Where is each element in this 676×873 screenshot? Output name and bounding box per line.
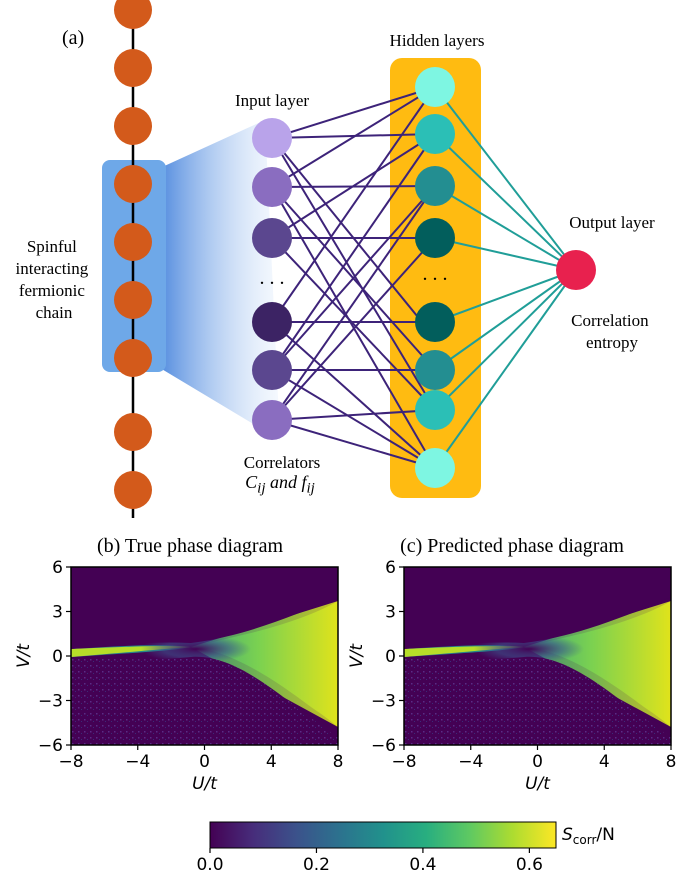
hidden-node — [415, 302, 455, 342]
x-tick-label: 8 — [333, 752, 344, 772]
y-tick-label: −6 — [371, 736, 396, 756]
chain-label-line: interacting — [16, 259, 89, 278]
panel-b-heatmap — [71, 567, 338, 745]
input-layer-label: Input layer — [235, 91, 309, 110]
chain-to-input-funnel — [160, 120, 280, 440]
chain-site — [114, 0, 152, 29]
chain-label-line: Spinful — [27, 237, 77, 256]
hidden-ellipsis: . . . — [423, 263, 448, 285]
colorbar-tick-label: 0.2 — [303, 855, 330, 873]
y-tick-label: 3 — [52, 603, 63, 623]
input-node — [252, 350, 292, 390]
colorbar: 0.0 0.2 0.4 0.6 Scorr/N — [196, 821, 615, 873]
y-tick-label: 3 — [385, 603, 396, 623]
panel-c: (c) Predicted phase diagram −8 −4 0 4 8 −6 −3 0… — [347, 535, 676, 794]
chain-site — [114, 339, 152, 377]
panel-c-axes: −8 −4 0 4 8 −6 −3 0 3 6 U/t V/t — [347, 558, 676, 794]
output-caption-line: entropy — [586, 333, 638, 352]
chain-site — [114, 471, 152, 509]
y-tick-label: 6 — [385, 558, 396, 578]
colorbar-tick-label: 0.6 — [516, 855, 543, 873]
y-tick-label: −3 — [38, 692, 63, 712]
x-tick-label: −4 — [458, 752, 483, 772]
x-axis-label: U/t — [192, 774, 218, 794]
x-tick-label: 0 — [532, 752, 543, 772]
x-tick-label: −8 — [391, 752, 416, 772]
x-tick-label: 4 — [599, 752, 610, 772]
x-tick-label: 0 — [199, 752, 210, 772]
y-tick-label: −3 — [371, 692, 396, 712]
panel-b-axes: −8 −4 0 4 8 −6 −3 0 3 6 U/t V/t — [14, 558, 343, 794]
input-node — [252, 167, 292, 207]
correlators-formula-wrap: Cij and fij — [245, 472, 315, 497]
input-ellipsis: . . . — [260, 267, 285, 289]
chain-site — [114, 49, 152, 87]
panel-c-title: (c) Predicted phase diagram — [400, 535, 624, 557]
hidden-node — [415, 390, 455, 430]
chain-site — [114, 223, 152, 261]
chain-label-line: fermionic — [19, 281, 86, 300]
x-tick-label: 4 — [266, 752, 277, 772]
chain-label-line: chain — [36, 303, 73, 322]
output-layer-label: Output layer — [569, 213, 655, 232]
panel-a-label: (a) — [62, 27, 84, 49]
hidden-node — [415, 114, 455, 154]
colorbar-label-sub: corr — [573, 833, 597, 847]
x-axis-label: U/t — [525, 774, 551, 794]
output-caption-line: Correlation — [571, 311, 649, 330]
chain-sites — [114, 0, 152, 509]
colorbar-label-rest: /N — [596, 825, 614, 845]
chain-site — [114, 107, 152, 145]
output-node — [556, 250, 596, 290]
input-node — [252, 118, 292, 158]
y-axis-label: V/t — [347, 643, 367, 668]
colorbar-tick-label: 0.0 — [196, 855, 223, 873]
hidden-node — [415, 448, 455, 488]
y-tick-label: 0 — [385, 647, 396, 667]
y-axis-label: V/t — [14, 643, 34, 668]
x-tick-label: 8 — [666, 752, 676, 772]
hidden-node — [415, 218, 455, 258]
colorbar-ticks: 0.0 0.2 0.4 0.6 — [196, 848, 543, 873]
y-tick-label: −6 — [38, 736, 63, 756]
colorbar-label-s: S — [562, 825, 573, 845]
colorbar-gradient — [209, 821, 557, 849]
hidden-node — [415, 67, 455, 107]
input-node — [252, 400, 292, 440]
correlators-label: Correlators — [244, 453, 320, 472]
y-tick-label: 0 — [52, 647, 63, 667]
chain-site — [114, 413, 152, 451]
correlators-formula: Cij and fij — [245, 472, 315, 497]
chain-site — [114, 281, 152, 319]
panel-b: (b) True phase diagram −8 −4 0 4 8 −6 −3 0 3 6 U/t… — [14, 535, 343, 794]
input-node — [252, 302, 292, 342]
panel-b-title: (b) True phase diagram — [97, 535, 284, 557]
output-caption: Correlation entropy — [571, 311, 653, 352]
input-hidden-edges — [271, 86, 436, 469]
hidden-node — [415, 350, 455, 390]
hidden-layer-nodes — [415, 67, 455, 488]
colorbar-label: Scorr/N — [562, 825, 615, 847]
input-node — [252, 218, 292, 258]
hidden-output-edges — [434, 86, 577, 469]
hidden-layers-label: Hidden layers — [390, 31, 485, 50]
panel-a: (a) Spinful interacting fermionic chain — [16, 0, 655, 518]
chain-site — [114, 165, 152, 203]
chain-label: Spinful interacting fermionic chain — [16, 237, 93, 322]
hidden-node — [415, 166, 455, 206]
panel-c-heatmap — [404, 567, 671, 745]
y-tick-label: 6 — [52, 558, 63, 578]
x-tick-label: −8 — [58, 752, 83, 772]
input-layer-nodes — [252, 118, 292, 440]
colorbar-tick-label: 0.4 — [409, 855, 436, 873]
x-tick-label: −4 — [125, 752, 150, 772]
